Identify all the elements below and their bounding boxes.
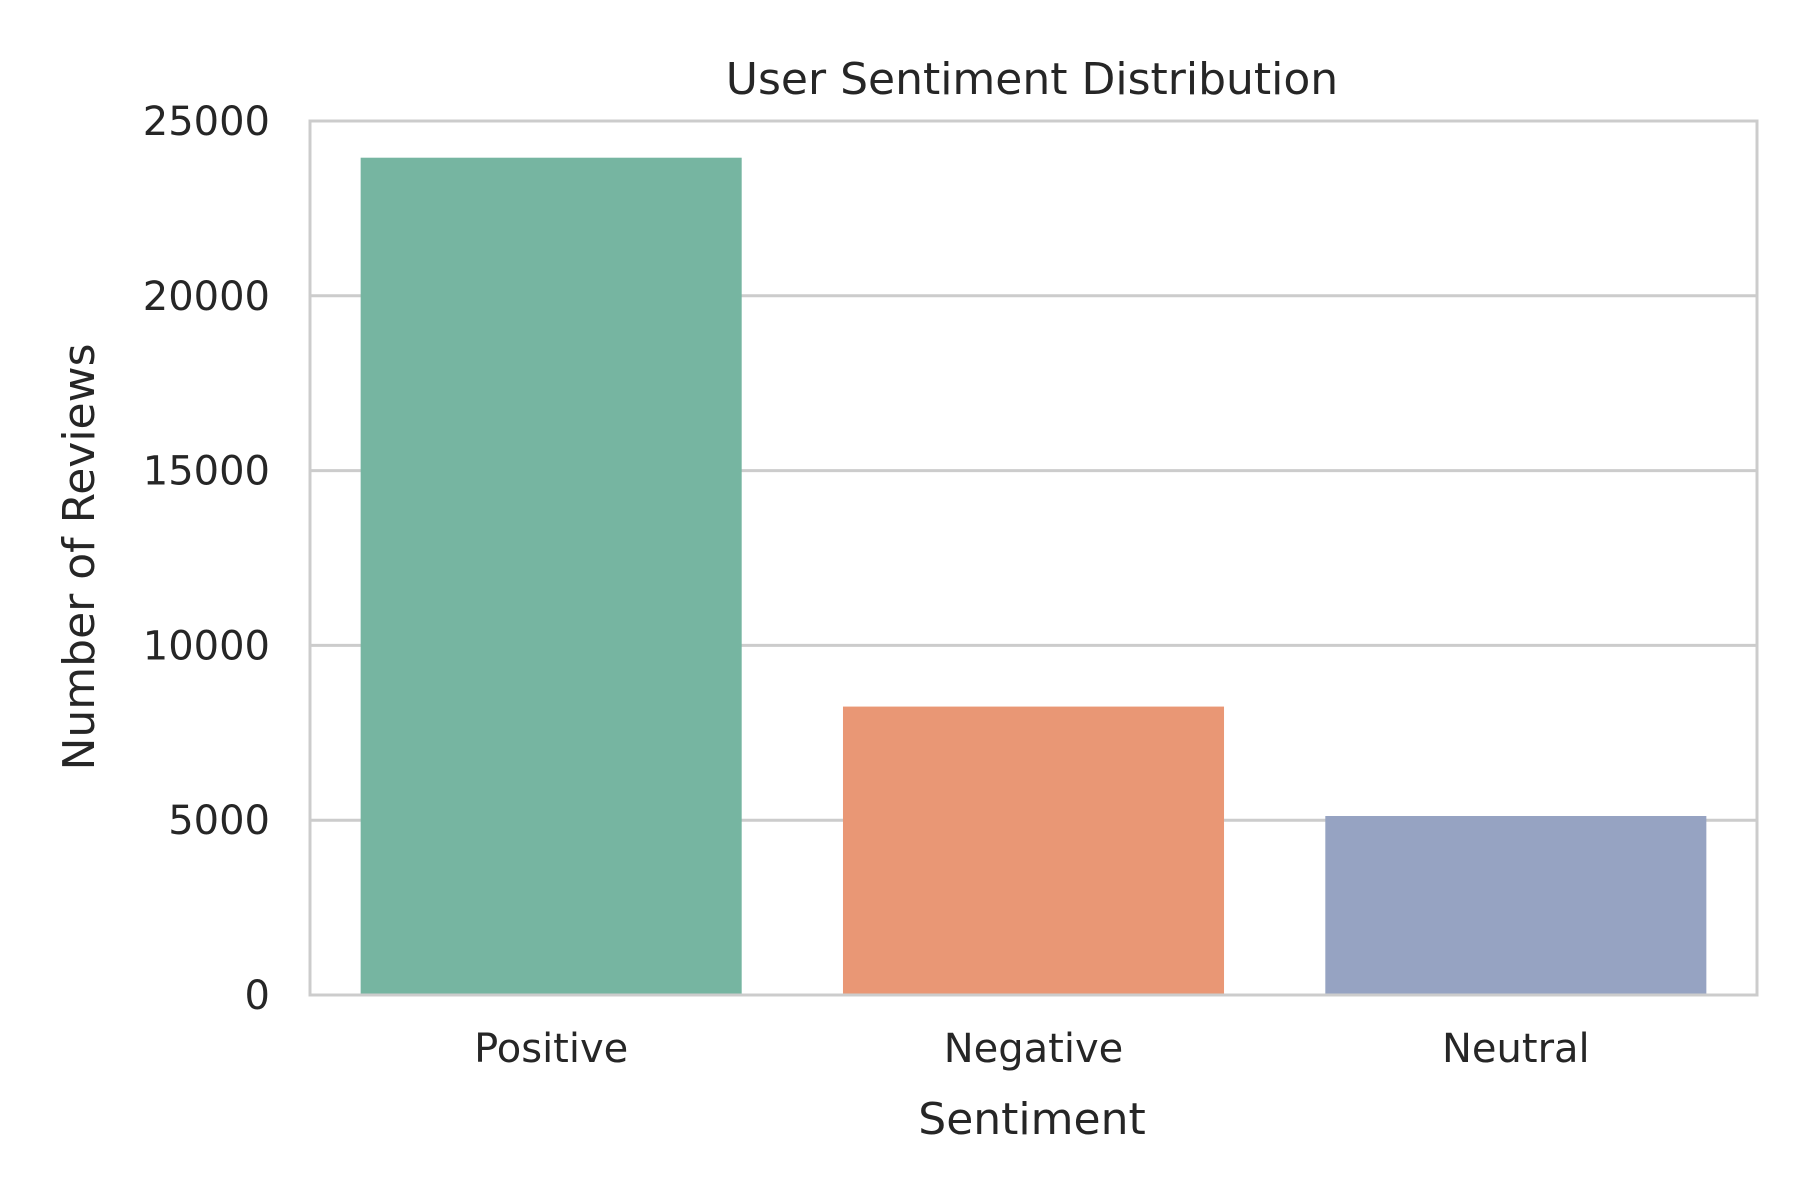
y-tick-label: 25000 (143, 99, 270, 145)
y-tick-label: 15000 (143, 449, 270, 495)
x-tick-label: Negative (944, 1026, 1124, 1072)
y-tick-label: 10000 (143, 623, 270, 669)
x-tick-labels: Positive Negative Neutral (474, 1026, 1590, 1072)
y-tick-labels: 0 5000 10000 15000 20000 25000 (143, 99, 270, 1019)
x-tick-label: Neutral (1442, 1026, 1590, 1072)
bar-neutral (1325, 816, 1707, 995)
bar-positive (360, 157, 742, 995)
x-tick-label: Positive (474, 1026, 628, 1072)
chart-title: User Sentiment Distribution (726, 54, 1338, 105)
plot-frame (308, 119, 1759, 997)
y-tick-label: 0 (245, 973, 270, 1019)
bar-layer (360, 157, 1707, 995)
y-axis-label: Number of Reviews (54, 343, 105, 770)
bar-negative (842, 706, 1225, 995)
x-axis-label: Sentiment (918, 1094, 1145, 1145)
y-tick-label: 20000 (143, 274, 270, 320)
y-tick-label: 5000 (168, 798, 270, 844)
